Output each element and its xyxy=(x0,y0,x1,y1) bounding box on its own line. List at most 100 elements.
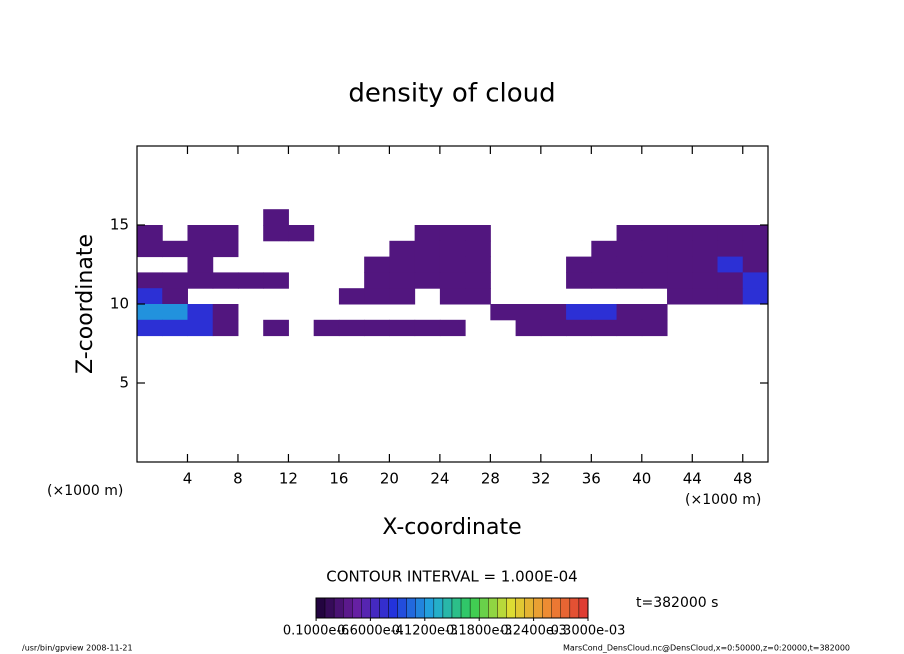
colorbar-swatch xyxy=(388,597,398,619)
heat-cell xyxy=(212,304,239,321)
colorbar-tick-label: 0.6000e-4 xyxy=(337,624,403,639)
heat-cell xyxy=(263,209,289,226)
colorbar-swatch xyxy=(460,597,471,619)
colorbar-swatch xyxy=(397,597,407,619)
colorbar-swatch xyxy=(333,597,344,619)
x-tick-label: 40 xyxy=(632,470,651,488)
heat-cell xyxy=(566,319,592,337)
y-axis-label: Z-coordinate xyxy=(73,234,98,374)
heat-cell xyxy=(212,272,239,289)
heat-cell xyxy=(465,272,491,289)
colorbar-tick-label: 0.2400e-3 xyxy=(500,624,566,639)
heat-cell xyxy=(591,272,618,289)
x-tick-label: 36 xyxy=(582,470,601,488)
heat-cell xyxy=(263,272,289,289)
colorbar-swatch xyxy=(488,597,498,619)
x-tick-label: 24 xyxy=(430,470,449,488)
x-unit: (×1000 m) xyxy=(685,492,761,508)
footer-right: MarsCond_DensCloud.nc@DensCloud,x=0:5000… xyxy=(563,644,850,653)
heat-cell xyxy=(439,256,466,273)
colorbar-swatch xyxy=(370,597,380,619)
x-tick-label: 32 xyxy=(531,470,550,488)
heat-cell xyxy=(641,225,668,242)
heat-cell xyxy=(338,288,365,305)
heat-cell xyxy=(162,319,188,337)
heat-cell xyxy=(162,272,188,289)
heat-cell xyxy=(364,256,390,273)
heat-cell xyxy=(414,319,441,337)
heat-cell xyxy=(389,319,416,337)
heat-cell xyxy=(439,225,466,242)
colorbar-swatch xyxy=(479,597,489,619)
heat-cell xyxy=(414,240,441,258)
heat-cell xyxy=(515,319,542,337)
heat-cell xyxy=(717,240,744,258)
colorbar-tick-label: 0.1200e-3 xyxy=(392,624,458,639)
colorbar-swatch xyxy=(442,597,453,619)
heat-cell xyxy=(616,319,643,337)
heat-cell xyxy=(692,256,719,273)
heat-cell xyxy=(162,240,188,258)
colorbar-swatch xyxy=(560,597,571,619)
colorbar-swatch xyxy=(343,597,353,619)
heat-cell xyxy=(162,304,188,321)
heat-cell xyxy=(137,272,163,289)
heat-cell xyxy=(338,319,365,337)
heat-cell xyxy=(490,304,517,321)
heat-cell xyxy=(742,240,769,258)
colorbar-swatch xyxy=(324,597,335,619)
colorbar-tick-label: 0.3000e-03 xyxy=(551,624,626,639)
y-tick-label: 10 xyxy=(110,295,129,313)
heat-cell xyxy=(692,225,719,242)
heat-cell xyxy=(414,225,441,242)
heat-cell xyxy=(187,225,214,242)
y-tick-label: 5 xyxy=(119,374,129,392)
heat-cell xyxy=(465,225,491,242)
x-tick-label: 16 xyxy=(329,470,348,488)
heat-cell xyxy=(591,256,618,273)
y-unit: (×1000 m) xyxy=(47,483,123,499)
heat-cell xyxy=(540,319,567,337)
x-tick-label: 12 xyxy=(279,470,298,488)
heat-cell xyxy=(742,288,769,305)
heat-cell xyxy=(692,288,719,305)
heat-cell xyxy=(288,225,315,242)
heat-cell xyxy=(566,304,592,321)
heat-cell xyxy=(667,240,693,258)
heat-cell xyxy=(641,240,668,258)
heat-cell xyxy=(742,272,769,289)
colorbar-swatch xyxy=(424,597,435,619)
colorbar-swatch xyxy=(497,597,507,619)
heat-cell xyxy=(237,272,264,289)
x-tick-label: 28 xyxy=(481,470,500,488)
colorbar-swatch xyxy=(406,597,416,619)
x-tick-label: 8 xyxy=(233,470,243,488)
heat-cell xyxy=(439,319,466,337)
time-label: t=382000 s xyxy=(636,595,718,611)
x-tick-label: 4 xyxy=(183,470,193,488)
heat-cell xyxy=(212,240,239,258)
heat-cell xyxy=(364,272,390,289)
heat-cell xyxy=(187,272,214,289)
heat-cell xyxy=(137,240,163,258)
colorbar-swatch xyxy=(524,597,534,619)
heat-cell xyxy=(667,225,693,242)
heat-cell xyxy=(364,319,390,337)
heat-cell xyxy=(692,240,719,258)
heat-cell xyxy=(591,319,618,337)
heat-cell xyxy=(187,319,214,337)
heat-cell xyxy=(439,240,466,258)
heat-cell xyxy=(313,319,340,337)
heat-cell xyxy=(212,225,239,242)
heat-cell xyxy=(137,288,163,305)
heat-cell xyxy=(641,272,668,289)
heat-cell xyxy=(137,225,163,242)
heat-cell xyxy=(540,304,567,321)
heat-cell xyxy=(616,272,643,289)
heat-cell xyxy=(667,272,693,289)
heat-cell xyxy=(162,288,188,305)
heat-cell xyxy=(187,240,214,258)
heat-cell xyxy=(389,288,416,305)
heat-cell xyxy=(717,272,744,289)
